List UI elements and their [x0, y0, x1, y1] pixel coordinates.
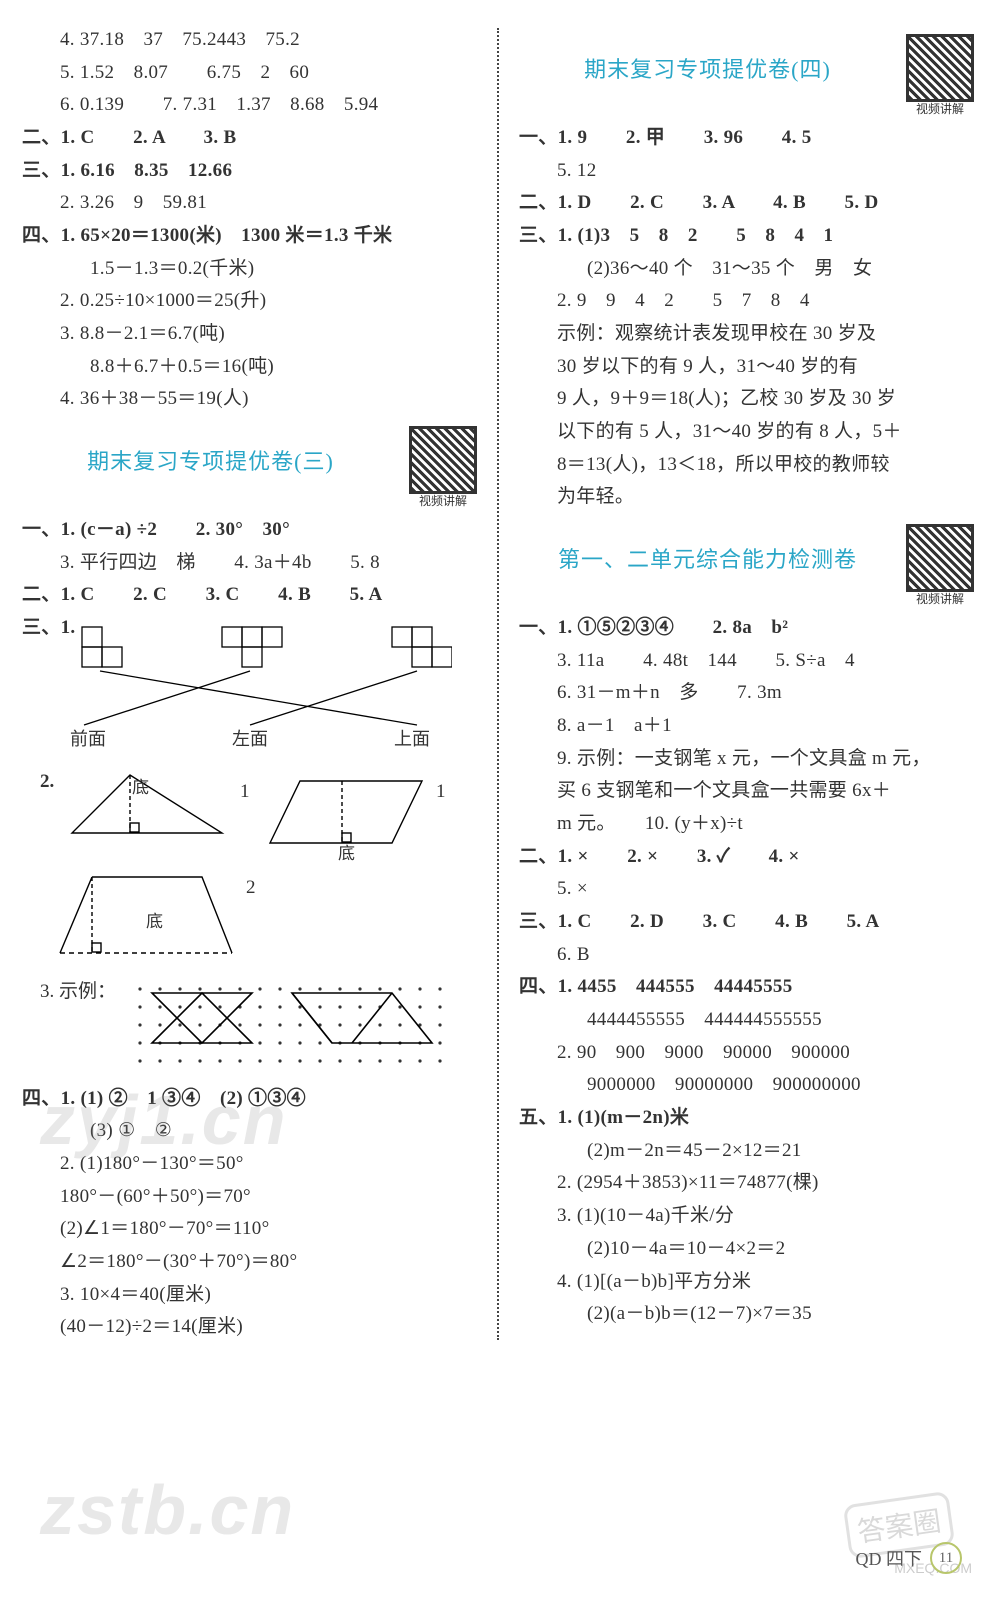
- page-number: 11: [930, 1542, 962, 1574]
- ans-line: (40－12)÷2＝14(厘米): [22, 1311, 477, 1344]
- ans-line: (2)∠1＝180°－70°＝110°: [22, 1213, 477, 1246]
- ans-line: 4. 36＋38－55＝19(人): [22, 383, 477, 416]
- ans-line: 6. 0.139 7. 7.31 1.37 8.68 5.94: [22, 89, 477, 122]
- ans-line: 8. a－1 a＋1: [519, 710, 974, 743]
- right-column: 期末复习专项提优卷(四) 一、1. 9 2. 甲 3. 96 4. 5 5. 1…: [499, 24, 974, 1344]
- ans-line: 9000000 90000000 900000000: [519, 1069, 974, 1102]
- ans-line: 5. 12: [519, 155, 974, 188]
- ans-line: 3. 11a 4. 48t 144 5. S÷a 4: [519, 645, 974, 678]
- ans-line: 一、1. (c－a) ÷2 2. 30° 30°: [22, 514, 477, 547]
- svg-text:底: 底: [132, 778, 149, 797]
- ans-line: 二、1. × 2. × 3. ✓ 4. ×: [519, 841, 974, 874]
- svg-text:底: 底: [146, 912, 163, 931]
- ans-line: 2. (1)180°－130°＝50°: [22, 1148, 477, 1181]
- svg-text:上面: 上面: [394, 729, 430, 749]
- svg-text:1: 1: [240, 781, 250, 802]
- svg-text:2: 2: [246, 877, 256, 898]
- ans-line: 180°－(60°＋50°)＝70°: [22, 1181, 477, 1214]
- ans-line: 示例：观察统计表发现甲校在 30 岁及: [519, 318, 974, 351]
- ans-line: 一、1. ①⑤②③④ 2. 8a b²: [519, 612, 974, 645]
- footer-code: QD 四下: [856, 1545, 923, 1571]
- paper3-title: 期末复习专项提优卷(三): [22, 444, 399, 476]
- ans-line: 二、1. C 2. C 3. C 4. B 5. A: [22, 579, 477, 612]
- qr-icon: [906, 34, 974, 102]
- ans-line: 为年轻。: [519, 481, 974, 514]
- views-matching-diagram: 前面 左面 上面: [22, 613, 477, 763]
- ans-line: (2)m－2n＝45－2×12＝21: [519, 1135, 974, 1168]
- left-column: 4. 37.18 37 75.2443 75.2 5. 1.52 8.07 6.…: [22, 24, 497, 1344]
- ans-line: m 元。 10. (y＋x)÷t: [519, 808, 974, 841]
- watermark: zstb.cn: [40, 1470, 295, 1550]
- q2-shapes-row1: 2. 底 1 底 1: [22, 763, 477, 863]
- ans-line: 3. 8.8－2.1＝6.7(吨): [22, 318, 477, 351]
- footer: QD 四下 11: [856, 1542, 963, 1574]
- ans-line: 30 岁以下的有 9 人，31～40 岁的有: [519, 351, 974, 384]
- ans-line: 二、1. D 2. C 3. A 4. B 5. D: [519, 187, 974, 220]
- paper4-title: 期末复习专项提优卷(四): [519, 52, 896, 84]
- ans-line: 3. 平行四边 梯 4. 3a＋4b 5. 8: [22, 547, 477, 580]
- ans-line: 4. 37.18 37 75.2443 75.2: [22, 24, 477, 57]
- svg-text:1: 1: [436, 781, 446, 802]
- svg-text:左面: 左面: [232, 729, 268, 749]
- ans-line: 5. ×: [519, 873, 974, 906]
- ans-line: 4444455555 444444555555: [519, 1004, 974, 1037]
- section-two: 二、1. C 2. A 3. B: [22, 122, 477, 155]
- q3-example: 3. 示例：: [22, 973, 477, 1083]
- ans-line: (2)(a－b)b＝(12－7)×7＝35: [519, 1298, 974, 1331]
- ans-line: 三、1. (1)3 5 8 2 5 8 4 1: [519, 220, 974, 253]
- ans-line: 5. 1.52 8.07 6.75 2 60: [22, 57, 477, 90]
- ans-line: 2. 3.26 9 59.81: [22, 187, 477, 220]
- ans-line: 8＝13(人)，13＜18，所以甲校的教师较: [519, 449, 974, 482]
- ans-line: ∠2＝180°－(30°＋70°)＝80°: [22, 1246, 477, 1279]
- qr-icon: [906, 524, 974, 592]
- ans-line: 3. 10×4＝40(厘米): [22, 1279, 477, 1312]
- svg-text:前面: 前面: [70, 729, 106, 749]
- unit12-title: 第一、二单元综合能力检测卷: [519, 542, 896, 574]
- svg-text:底: 底: [338, 844, 355, 863]
- ans-line: 以下的有 5 人，31～40 岁的有 8 人，5＋: [519, 416, 974, 449]
- ans-line: (3) ① ②: [22, 1115, 477, 1148]
- ans-line: 2. (2954＋3853)×11＝74877(棵): [519, 1167, 974, 1200]
- ans-line: 8.8＋6.7＋0.5＝16(吨): [22, 351, 477, 384]
- ans-line: 三、1. C 2. D 3. C 4. B 5. A: [519, 906, 974, 939]
- unit12-title-row: 第一、二单元综合能力检测卷: [519, 524, 974, 592]
- qr-icon: [409, 426, 477, 494]
- ans-line: 2. 9 9 4 2 5 7 8 4: [519, 285, 974, 318]
- ans-line: (2)36～40 个 31～35 个 男 女: [519, 253, 974, 286]
- ans-line: 五、1. (1)(m－2n)米: [519, 1102, 974, 1135]
- section-three: 三、1. 6.16 8.35 12.66: [22, 155, 477, 188]
- ans-line: (2)10－4a＝10－4×2＝2: [519, 1233, 974, 1266]
- ans-line: 3. (1)(10－4a)千米/分: [519, 1200, 974, 1233]
- ans-line: 买 6 支钢笔和一个文具盒一共需要 6x＋: [519, 775, 974, 808]
- ans-line: 1.5－1.3＝0.2(千米): [22, 253, 477, 286]
- svg-text:2.: 2.: [40, 771, 54, 792]
- ans-line: 四、1. 4455 444555 44445555: [519, 971, 974, 1004]
- q2-shapes-row2: 底 2: [22, 863, 477, 973]
- ans-line: 一、1. 9 2. 甲 3. 96 4. 5: [519, 122, 974, 155]
- ans-line: 6. B: [519, 939, 974, 972]
- section-four: 四、1. 65×20＝1300(米) 1300 米＝1.3 千米: [22, 220, 477, 253]
- ans-line: 2. 90 900 9000 90000 900000: [519, 1037, 974, 1070]
- ans-line: 9. 示例：一支钢笔 x 元，一个文具盒 m 元，: [519, 743, 974, 776]
- ans-line: 四、1. (1) ② 1 ③④ (2) ①③④: [22, 1083, 477, 1116]
- paper3-title-row: 期末复习专项提优卷(三): [22, 426, 477, 494]
- ans-line: 6. 31－m＋n 多 7. 3m: [519, 677, 974, 710]
- svg-text:3. 示例：: 3. 示例：: [40, 980, 116, 1002]
- paper4-title-row: 期末复习专项提优卷(四): [519, 34, 974, 102]
- ans-line: 9 人，9＋9＝18(人)；乙校 30 岁及 30 岁: [519, 383, 974, 416]
- ans-line: 2. 0.25÷10×1000＝25(升): [22, 285, 477, 318]
- ans-line: 4. (1)[(a－b)b]平方分米: [519, 1266, 974, 1299]
